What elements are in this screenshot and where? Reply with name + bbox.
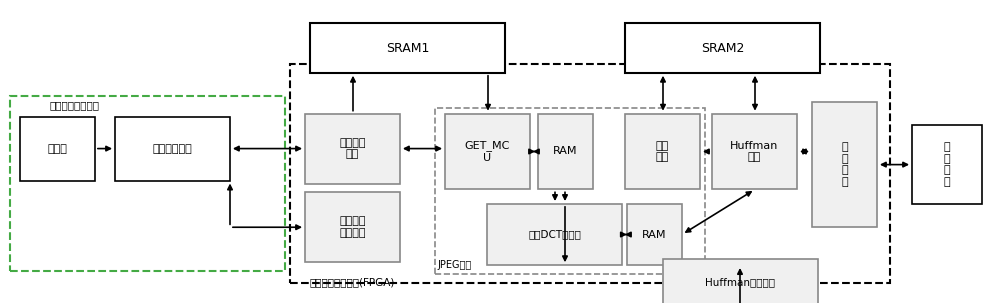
Text: 图像数据处理模块(FPGA): 图像数据处理模块(FPGA) (310, 278, 395, 288)
Text: Huffman
编码: Huffman 编码 (730, 141, 779, 162)
FancyBboxPatch shape (115, 117, 230, 181)
FancyBboxPatch shape (812, 102, 877, 227)
FancyBboxPatch shape (625, 23, 820, 73)
FancyBboxPatch shape (625, 114, 700, 189)
Text: 解码芯片
配置模块: 解码芯片 配置模块 (339, 216, 366, 238)
Text: 摄像头: 摄像头 (48, 144, 67, 154)
FancyBboxPatch shape (912, 125, 982, 204)
FancyBboxPatch shape (310, 23, 505, 73)
Text: 图像信号转换模块: 图像信号转换模块 (50, 100, 100, 110)
FancyBboxPatch shape (487, 204, 622, 265)
FancyBboxPatch shape (305, 114, 400, 184)
Text: RAM: RAM (642, 230, 667, 240)
FancyBboxPatch shape (305, 192, 400, 262)
Text: RAM: RAM (553, 146, 578, 156)
Text: 读写
模块: 读写 模块 (656, 141, 669, 162)
Text: SRAM1: SRAM1 (386, 42, 429, 55)
FancyBboxPatch shape (627, 204, 682, 265)
Text: 图像采集
模块: 图像采集 模块 (339, 138, 366, 159)
Text: Huffman控制模块: Huffman控制模块 (706, 278, 776, 288)
Text: JPEG模块: JPEG模块 (437, 260, 471, 270)
FancyBboxPatch shape (538, 114, 593, 189)
FancyBboxPatch shape (20, 117, 95, 181)
FancyBboxPatch shape (663, 259, 818, 303)
Text: 通
信
模
块: 通 信 模 块 (944, 142, 950, 187)
FancyBboxPatch shape (712, 114, 797, 189)
Text: SRAM2: SRAM2 (701, 42, 744, 55)
Text: GET_MC
U: GET_MC U (465, 140, 510, 163)
FancyBboxPatch shape (445, 114, 530, 189)
Text: 二维DCT及量化: 二维DCT及量化 (528, 230, 581, 240)
Text: 数
据
发
送: 数 据 发 送 (841, 142, 848, 187)
Text: 视频解码芯片: 视频解码芯片 (153, 144, 192, 154)
